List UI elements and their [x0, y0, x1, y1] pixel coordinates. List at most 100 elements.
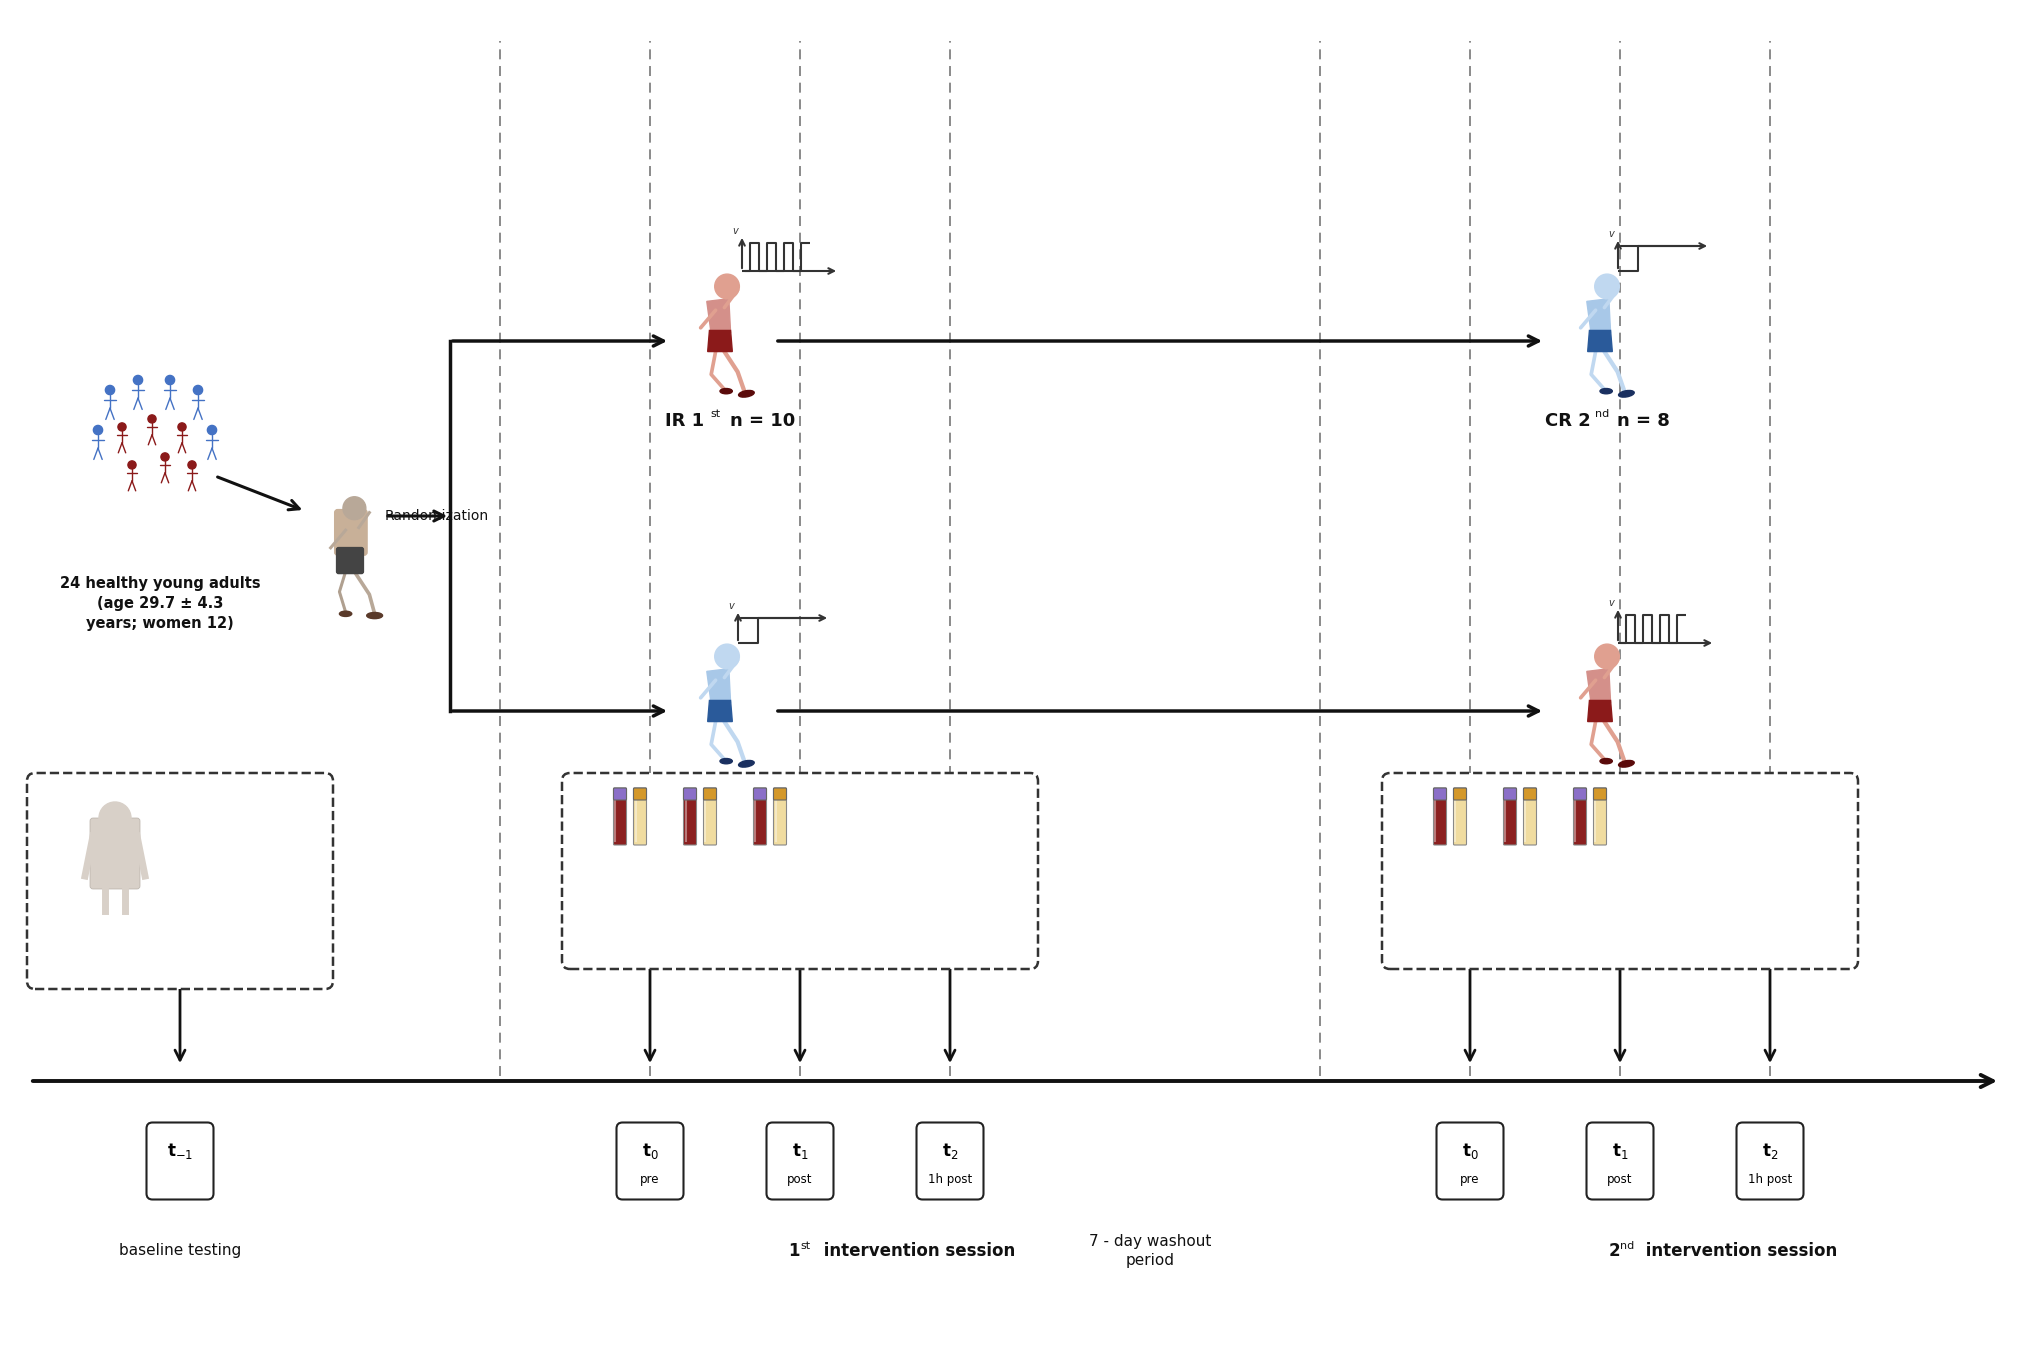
FancyBboxPatch shape [683, 788, 697, 845]
FancyBboxPatch shape [1433, 788, 1447, 845]
Text: pre: pre [1461, 1172, 1479, 1185]
Text: st: st [801, 1241, 811, 1251]
FancyBboxPatch shape [146, 1123, 213, 1199]
FancyBboxPatch shape [1504, 788, 1516, 800]
Text: st: st [715, 781, 725, 791]
Ellipse shape [719, 388, 732, 393]
Ellipse shape [738, 761, 754, 768]
Circle shape [715, 644, 740, 668]
Text: blood sampling: blood sampling [1565, 934, 1676, 949]
FancyBboxPatch shape [754, 788, 766, 800]
Circle shape [100, 802, 130, 834]
FancyBboxPatch shape [1437, 1123, 1504, 1199]
Text: nd: nd [1620, 1241, 1634, 1251]
FancyBboxPatch shape [754, 788, 766, 845]
FancyBboxPatch shape [1593, 788, 1607, 800]
Circle shape [715, 274, 740, 299]
Circle shape [1595, 274, 1620, 299]
Text: Anthropometrics + VO: Anthropometrics + VO [120, 909, 260, 923]
Text: intervention session: intervention session [1640, 1243, 1837, 1260]
FancyBboxPatch shape [916, 1123, 983, 1199]
Circle shape [106, 385, 114, 395]
Text: 1: 1 [788, 1243, 801, 1260]
Text: t$_2$: t$_2$ [1762, 1141, 1778, 1161]
FancyBboxPatch shape [1524, 788, 1536, 800]
Text: 2: 2 [1609, 1243, 1620, 1260]
Text: t$_1$: t$_1$ [792, 1141, 809, 1161]
FancyBboxPatch shape [774, 788, 786, 845]
Text: 2peak: 2peak [295, 913, 325, 923]
Text: pre: pre [640, 1172, 660, 1185]
FancyBboxPatch shape [634, 788, 646, 845]
Ellipse shape [1620, 391, 1634, 397]
Circle shape [179, 423, 187, 431]
FancyBboxPatch shape [563, 773, 1038, 969]
Text: 1h post: 1h post [1748, 1172, 1792, 1185]
FancyBboxPatch shape [766, 1123, 833, 1199]
Polygon shape [1587, 299, 1611, 333]
FancyBboxPatch shape [1453, 788, 1467, 800]
Text: n = 10: n = 10 [729, 412, 795, 430]
Text: nd: nd [1589, 781, 1603, 791]
FancyBboxPatch shape [774, 788, 786, 800]
Text: n = 8: n = 8 [1617, 412, 1670, 430]
Circle shape [343, 497, 366, 520]
Text: CR 1: CR 1 [664, 784, 711, 802]
Text: v: v [1607, 597, 1613, 608]
FancyBboxPatch shape [703, 788, 717, 845]
Circle shape [193, 385, 203, 395]
Text: 24 healthy young adults
(age 29.7 ± 4.3
years; women 12): 24 healthy young adults (age 29.7 ± 4.3 … [59, 576, 260, 630]
Polygon shape [1587, 701, 1611, 721]
Text: t$_{-1}$: t$_{-1}$ [167, 1141, 193, 1161]
Text: post: post [1607, 1172, 1634, 1185]
Text: nd: nd [1595, 410, 1609, 419]
Text: 7 - day washout
period: 7 - day washout period [1089, 1234, 1211, 1268]
Polygon shape [1587, 331, 1611, 351]
Polygon shape [1587, 668, 1611, 704]
Text: baseline testing: baseline testing [120, 1244, 242, 1259]
Text: st: st [709, 410, 719, 419]
Ellipse shape [339, 611, 352, 617]
Polygon shape [707, 668, 732, 704]
Text: IR 2: IR 2 [1544, 784, 1585, 802]
FancyBboxPatch shape [1382, 773, 1857, 969]
FancyBboxPatch shape [337, 547, 364, 573]
FancyBboxPatch shape [1593, 788, 1607, 845]
Circle shape [1595, 644, 1620, 668]
Text: 1h post: 1h post [929, 1172, 971, 1185]
Circle shape [118, 423, 126, 431]
Circle shape [207, 426, 217, 434]
Text: t$_0$: t$_0$ [1461, 1141, 1479, 1161]
FancyBboxPatch shape [1737, 1123, 1804, 1199]
Text: v: v [727, 602, 734, 611]
FancyBboxPatch shape [1433, 788, 1447, 800]
Text: t$_1$: t$_1$ [1611, 1141, 1628, 1161]
FancyBboxPatch shape [614, 788, 626, 800]
Ellipse shape [1599, 758, 1611, 764]
Text: n = 14: n = 14 [736, 784, 801, 802]
FancyBboxPatch shape [335, 509, 368, 555]
FancyBboxPatch shape [634, 788, 646, 800]
FancyBboxPatch shape [616, 1123, 683, 1199]
Circle shape [128, 461, 136, 470]
FancyBboxPatch shape [26, 773, 333, 989]
FancyBboxPatch shape [683, 788, 697, 800]
FancyBboxPatch shape [1573, 788, 1587, 845]
Circle shape [165, 376, 175, 385]
Text: Randomization: Randomization [384, 509, 490, 523]
Circle shape [161, 453, 169, 461]
Text: IR 1: IR 1 [664, 412, 705, 430]
Circle shape [187, 461, 195, 470]
Text: intervention session: intervention session [819, 1243, 1016, 1260]
Text: post: post [786, 1172, 813, 1185]
Text: n = 14: n = 14 [1613, 784, 1678, 802]
Polygon shape [707, 701, 732, 721]
FancyBboxPatch shape [1587, 1123, 1654, 1199]
Ellipse shape [719, 758, 732, 764]
Polygon shape [707, 331, 732, 351]
Circle shape [148, 415, 156, 423]
Circle shape [134, 376, 142, 385]
Text: v: v [732, 226, 738, 235]
Circle shape [93, 426, 104, 434]
FancyBboxPatch shape [614, 788, 626, 845]
